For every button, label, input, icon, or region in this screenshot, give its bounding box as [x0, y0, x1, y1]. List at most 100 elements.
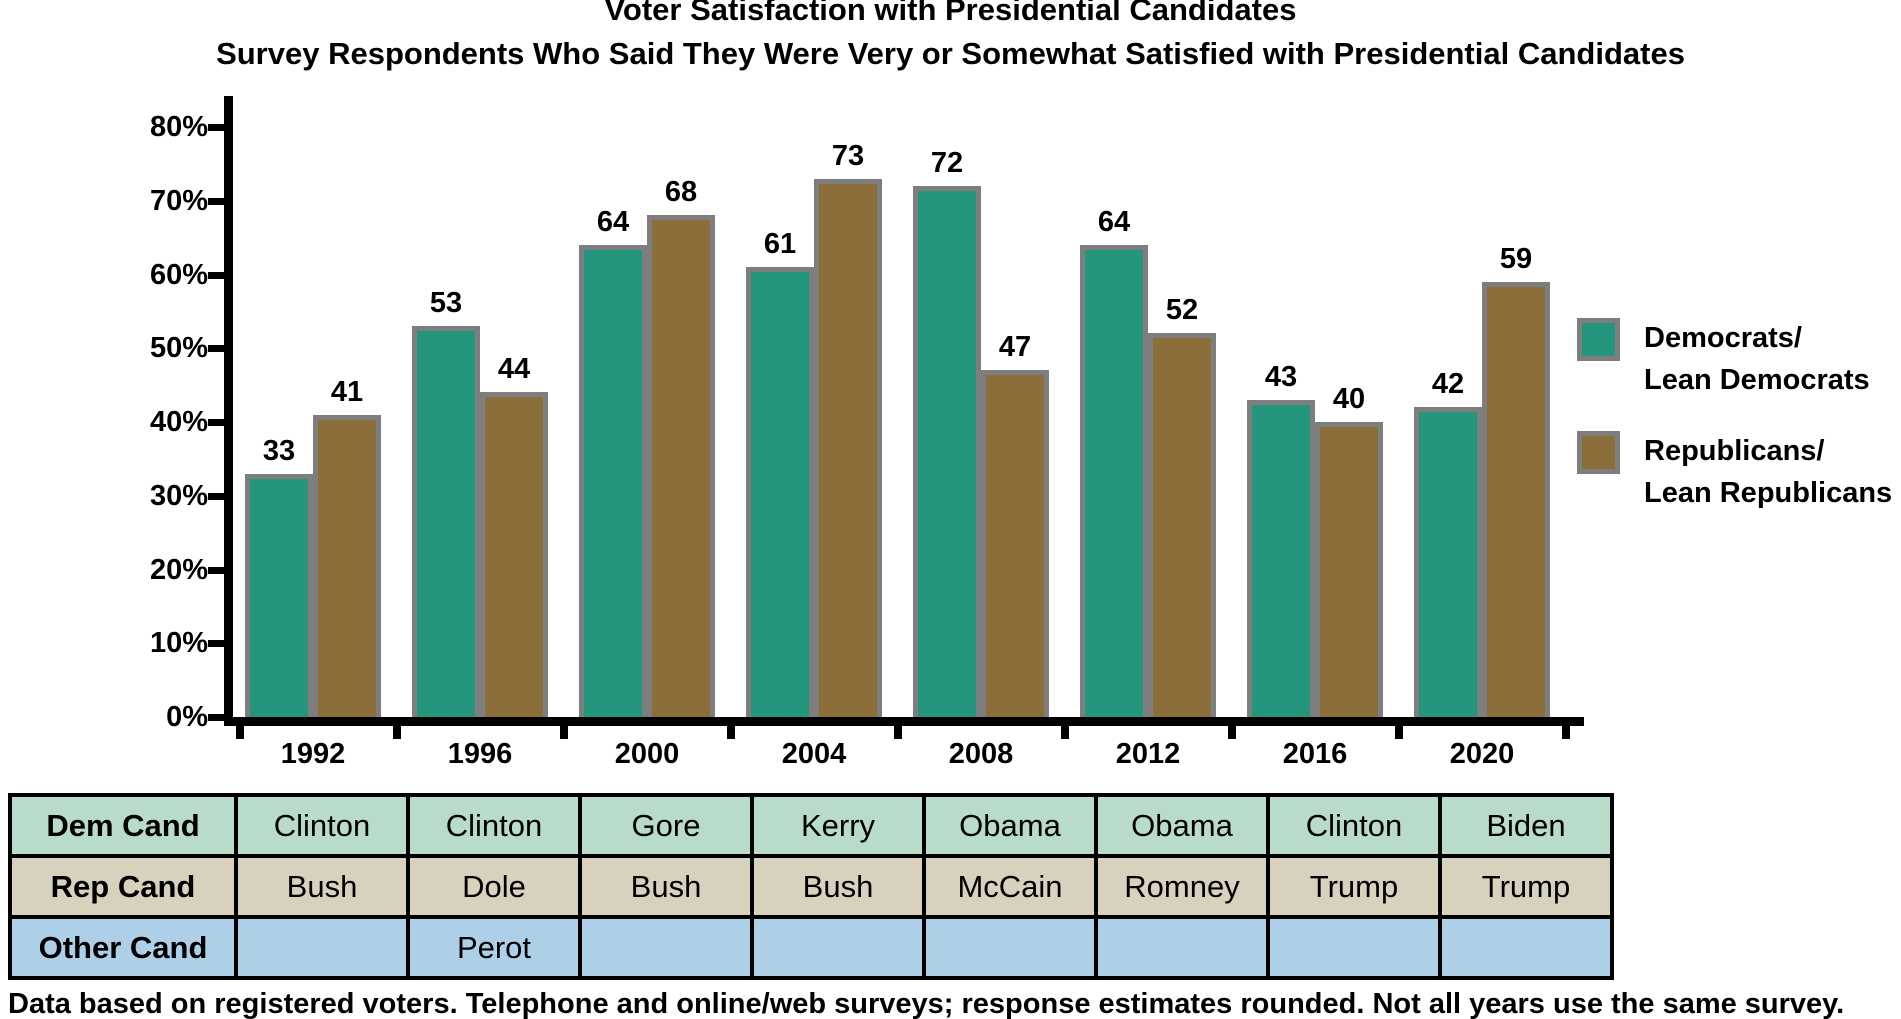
y-axis-tick-mark: [208, 640, 224, 648]
table-cell-candidate: Trump: [1266, 854, 1442, 919]
bar-republican: [1315, 422, 1383, 717]
table-cell-candidate: Bush: [578, 854, 754, 919]
legend-label-line1: Democrats/: [1644, 322, 1802, 354]
bar-democrat: [1414, 407, 1482, 717]
y-axis-tick-label: 80%: [149, 111, 208, 143]
bar-value-label: 33: [262, 435, 296, 467]
bar-value-label: 41: [330, 376, 364, 408]
bar-democrat: [746, 267, 814, 717]
y-axis-tick-mark: [208, 197, 224, 205]
y-axis-tick-label: 40%: [149, 406, 208, 438]
bar-democrat: [412, 326, 480, 717]
y-axis-tick-mark: [208, 271, 224, 279]
chart-subtitle: Survey Respondents Who Said They Were Ve…: [216, 36, 1685, 71]
x-axis-year-label: 2004: [781, 738, 847, 770]
table-cell-candidate: [1266, 915, 1442, 980]
table-cell-candidate: Bush: [750, 854, 926, 919]
x-axis-tick-mark: [893, 726, 902, 739]
plot-area: [224, 96, 1584, 726]
bar-value-label: 47: [998, 331, 1032, 363]
y-axis-tick-mark: [208, 492, 224, 500]
table-cell-candidate: Clinton: [1266, 793, 1442, 858]
table-cell-candidate: [922, 915, 1098, 980]
table-cell-candidate: Clinton: [234, 793, 410, 858]
bar-democrat: [579, 245, 647, 717]
x-axis-tick-mark: [236, 726, 244, 739]
table-cell-candidate: [578, 915, 754, 980]
x-axis-tick-mark: [726, 726, 735, 739]
x-axis-year-label: 2000: [614, 738, 680, 770]
legend-swatch-republican: [1577, 431, 1620, 474]
bar-value-label: 64: [1097, 206, 1131, 238]
x-axis-tick-mark: [559, 726, 568, 739]
bar-value-label: 40: [1332, 383, 1366, 415]
table-cell-candidate: Obama: [1094, 793, 1270, 858]
bar-value-label: 52: [1165, 294, 1199, 326]
y-axis-tick-label: 30%: [149, 479, 208, 512]
table-cell-candidate: McCain: [922, 854, 1098, 919]
legend-label-line1: Republicans/: [1644, 435, 1825, 467]
x-axis-year-label: 1996: [447, 738, 513, 770]
x-axis-year-label: 2020: [1449, 738, 1515, 770]
x-axis-year-label: 2016: [1282, 738, 1348, 770]
legend-label-line2: Lean Republicans: [1644, 477, 1893, 509]
table-cell-candidate: Gore: [578, 793, 754, 858]
table-cell-candidate: Perot: [406, 915, 582, 980]
y-axis-tick-mark: [208, 345, 224, 353]
y-axis-tick-mark: [208, 714, 224, 721]
y-axis-tick-label: 10%: [149, 627, 208, 660]
bar-republican: [1148, 333, 1216, 717]
bar-democrat: [245, 474, 313, 717]
bar-republican: [313, 415, 381, 717]
table-cell-candidate: [1438, 915, 1614, 980]
x-axis-year-label: 1992: [280, 738, 346, 770]
table-cell-candidate: Trump: [1438, 854, 1614, 919]
bar-value-label: 73: [831, 140, 865, 172]
legend-swatch-democrat: [1577, 318, 1620, 361]
bar-value-label: 43: [1264, 361, 1298, 393]
table-cell-candidate: Bush: [234, 854, 410, 919]
table-row-header: Rep Cand: [8, 854, 238, 919]
x-axis-year-label: 2008: [948, 738, 1014, 770]
y-axis-tick-mark: [208, 124, 224, 131]
source-note: Data based on registered voters. Telepho…: [8, 988, 1845, 1019]
table-row-header: Dem Cand: [8, 793, 238, 858]
bar-value-label: 53: [429, 287, 463, 319]
x-axis-tick-mark: [1394, 726, 1403, 739]
table-cell-candidate: Romney: [1094, 854, 1270, 919]
bar-value-label: 44: [497, 353, 531, 385]
y-axis-tick-label: 60%: [149, 258, 208, 291]
candidate-table: Dem Cand Clinton Clinton Gore Kerry Obama Obam…: [8, 793, 1614, 980]
bar-republican: [647, 215, 715, 717]
table-cell-candidate: [1094, 915, 1270, 980]
bar-value-label: 68: [664, 176, 698, 208]
y-axis-tick-label: 50%: [149, 332, 208, 365]
table-row: Other Cand Perot: [8, 915, 1614, 980]
legend-label-democrat: Democrats/Lean Democrats: [1644, 317, 1870, 401]
bar-value-label: 64: [596, 206, 630, 238]
y-axis-tick-mark: [208, 419, 224, 426]
bar-democrat: [1080, 245, 1148, 717]
table-cell-candidate: Biden: [1438, 793, 1614, 858]
table-cell-candidate: Kerry: [750, 793, 926, 858]
bar-democrat: [913, 186, 981, 717]
bar-value-label: 61: [763, 228, 797, 260]
table-row-header: Other Cand: [8, 915, 238, 980]
x-axis-tick-mark: [1060, 726, 1069, 739]
bar-republican: [480, 392, 548, 717]
y-axis-tick-mark: [208, 566, 224, 574]
y-axis-tick-label: 20%: [149, 553, 208, 586]
table-cell-candidate: Clinton: [406, 793, 582, 858]
bar-value-label: 42: [1431, 368, 1465, 400]
bar-democrat: [1247, 400, 1315, 717]
table-row: Dem Cand Clinton Clinton Gore Kerry Obama Obam…: [8, 793, 1614, 858]
bar-republican: [981, 370, 1049, 717]
x-axis-year-label: 2012: [1115, 738, 1181, 770]
bar-value-label: 72: [930, 147, 964, 179]
x-axis-tick-mark: [1562, 726, 1570, 739]
y-axis-tick-label: 0%: [166, 701, 208, 733]
legend-label-republican: Republicans/Lean Republicans: [1644, 430, 1892, 514]
chart-title: Voter Satisfaction with Presidential Can…: [604, 0, 1297, 27]
bar-value-label: 59: [1499, 243, 1533, 275]
